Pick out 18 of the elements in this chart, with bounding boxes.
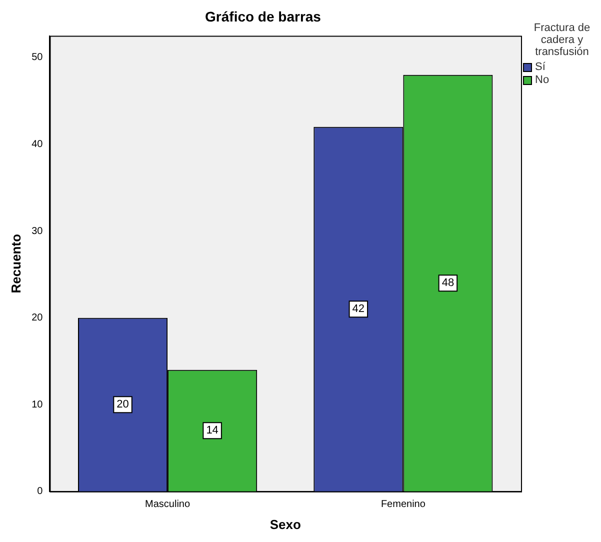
data-label: 20 — [116, 398, 129, 411]
chart-title: Gráfico de barras — [205, 8, 322, 24]
data-label: 42 — [352, 303, 365, 316]
x-tick-label: Femenino — [380, 499, 426, 510]
y-tick-label: 40 — [32, 139, 44, 150]
legend-title: Fractura de cadera y transfusión — [532, 22, 592, 58]
y-tick-label: 20 — [32, 312, 44, 324]
data-label: 14 — [206, 424, 218, 437]
x-axis-title: Sexo — [270, 516, 301, 532]
legend-label: Sí — [535, 61, 546, 74]
y-tick-label: 30 — [32, 226, 44, 237]
x-tick-label: Masculino — [145, 499, 190, 510]
y-axis-title: Recuento — [8, 234, 24, 294]
y-tick-label: 10 — [32, 399, 44, 410]
legend-label: No — [535, 74, 550, 86]
y-tick-label: 50 — [32, 52, 44, 64]
y-tick-label: 0 — [37, 486, 44, 498]
data-label: 48 — [442, 277, 454, 290]
